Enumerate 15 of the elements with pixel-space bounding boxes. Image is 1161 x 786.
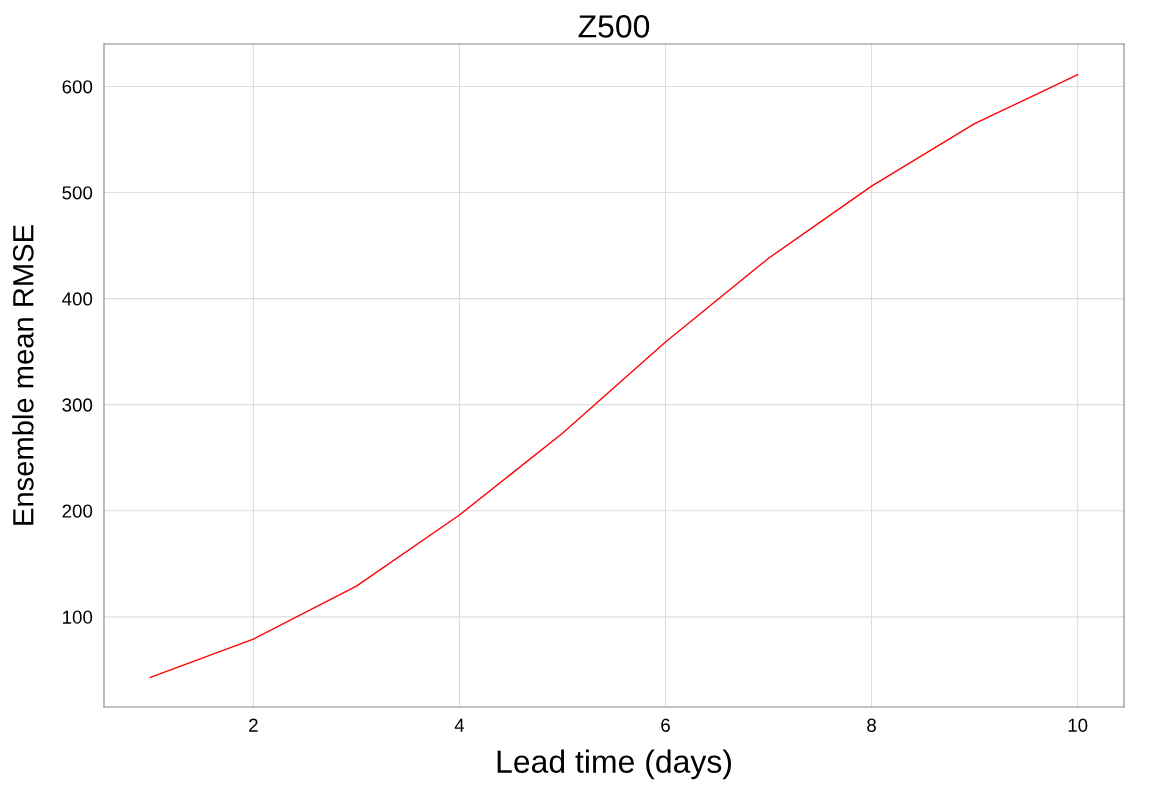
x-tick-label: 6 [661,718,670,732]
y-tick-label: 300 [62,398,93,412]
y-tick-label: 600 [62,80,93,94]
y-tick-label: 400 [62,292,93,306]
x-tick-label: 8 [867,718,876,732]
chart-title: Z500 [578,15,650,38]
x-tick-label: 2 [249,718,258,732]
y-tick-label: 200 [62,504,93,518]
y-tick-label: 100 [63,610,93,624]
line-series [149,74,1079,678]
x-tick-label: 10 [1068,718,1088,732]
y-axis-title: Ensemble mean RMSE [12,225,34,525]
x-axis-title: Lead time (days) [497,749,731,780]
y-tick-label: 500 [62,186,93,200]
x-tick-label: 4 [454,718,465,732]
